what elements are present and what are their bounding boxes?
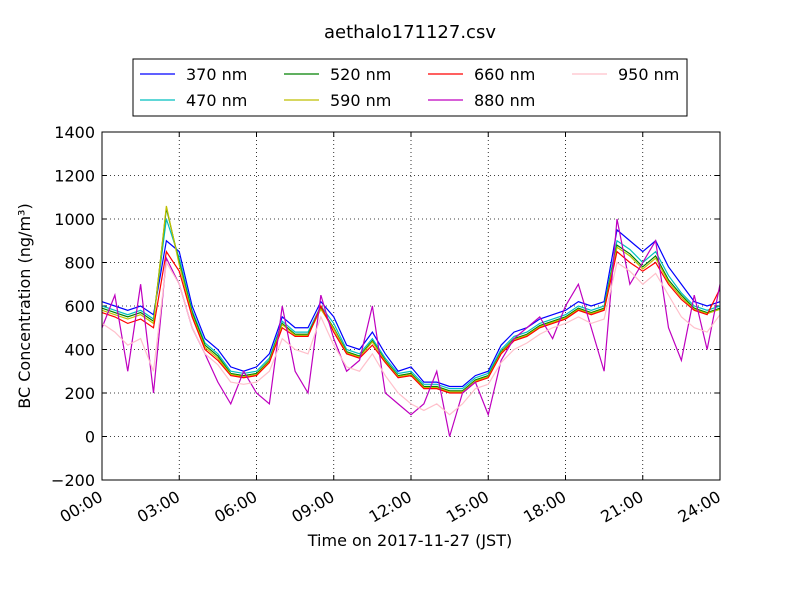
x-tick-label: 24:00 (675, 487, 724, 527)
x-tick-label: 21:00 (597, 487, 646, 527)
y-axis-label: BC Concentration (ng/m³) (15, 203, 34, 408)
legend-label: 880 nm (474, 91, 535, 110)
y-tick-label: 1200 (54, 167, 95, 186)
series-line (101, 250, 721, 394)
x-tick-label: 06:00 (211, 487, 260, 527)
x-tick-label: 03:00 (134, 487, 183, 527)
series-line (101, 260, 721, 416)
legend-box (132, 58, 688, 117)
series-line (101, 205, 721, 393)
x-tick-label: 00:00 (57, 487, 106, 527)
legend-label: 950 nm (618, 65, 679, 84)
legend-label: 660 nm (474, 65, 535, 84)
x-tick-label: 18:00 (520, 487, 569, 527)
x-tick-label: 09:00 (288, 487, 337, 527)
y-tick-label: 600 (64, 297, 95, 316)
legend-label: 520 nm (330, 65, 391, 84)
y-tick-label: 1400 (54, 123, 95, 142)
y-tick-label: 800 (64, 254, 95, 273)
chart-title: aethalo171127.csv (324, 22, 496, 43)
series-line (101, 207, 721, 392)
y-tick-label: 0 (85, 428, 95, 447)
legend-label: 370 nm (186, 65, 247, 84)
y-tick-label: 400 (64, 341, 95, 360)
series-line (101, 218, 721, 390)
x-tick-label: 15:00 (443, 487, 492, 527)
x-axis-label: Time on 2017-11-27 (JST) (307, 531, 512, 550)
y-tick-label: 1000 (54, 210, 95, 229)
plot-frame (101, 131, 721, 481)
x-tick-label: 12:00 (366, 487, 415, 527)
y-tick-label: 200 (64, 384, 95, 403)
series-line (101, 228, 721, 388)
legend-label: 590 nm (330, 91, 391, 110)
legend-label: 470 nm (186, 91, 247, 110)
y-tick-label: −200 (51, 471, 95, 490)
